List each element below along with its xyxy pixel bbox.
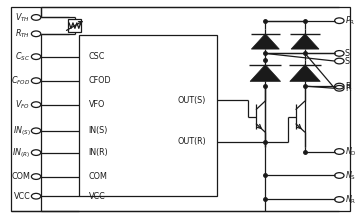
Polygon shape <box>250 65 280 81</box>
Text: CSC: CSC <box>88 52 105 61</box>
Text: IN(R): IN(R) <box>88 148 108 157</box>
Text: OUT(S): OUT(S) <box>177 96 206 105</box>
Text: $V_{FO}$: $V_{FO}$ <box>16 98 30 111</box>
Text: S: S <box>345 56 350 66</box>
Text: OUT(R): OUT(R) <box>177 137 206 146</box>
Text: S: S <box>345 49 350 58</box>
Polygon shape <box>251 34 279 49</box>
Bar <box>79 35 217 196</box>
Text: $IN_{(R)}$: $IN_{(R)}$ <box>12 146 30 160</box>
Text: $N_{\rm D}$: $N_{\rm D}$ <box>345 145 357 158</box>
Text: VCC: VCC <box>14 192 30 201</box>
Text: $N_{\rm R}$: $N_{\rm R}$ <box>345 193 356 206</box>
Text: VFO: VFO <box>88 100 105 109</box>
Text: $C_{FOD}$: $C_{FOD}$ <box>11 74 30 87</box>
Bar <box>69 19 82 32</box>
Polygon shape <box>291 34 319 49</box>
Text: $V_{TH}$: $V_{TH}$ <box>16 11 30 24</box>
Text: $IN_{(S)}$: $IN_{(S)}$ <box>13 124 30 138</box>
Text: R: R <box>345 84 350 93</box>
Text: $P_{\rm R}$: $P_{\rm R}$ <box>345 14 355 27</box>
Text: CFOD: CFOD <box>88 76 111 85</box>
Text: $C_{SC}$: $C_{SC}$ <box>15 50 30 63</box>
Text: COM: COM <box>88 172 107 181</box>
Text: $N_{\rm S}$: $N_{\rm S}$ <box>345 169 356 182</box>
Text: COM: COM <box>12 172 30 181</box>
Text: $R_{TH}$: $R_{TH}$ <box>15 27 30 40</box>
Text: VCC: VCC <box>88 192 105 201</box>
Polygon shape <box>290 65 320 81</box>
Text: IN(S): IN(S) <box>88 126 108 135</box>
Text: R: R <box>345 82 350 91</box>
